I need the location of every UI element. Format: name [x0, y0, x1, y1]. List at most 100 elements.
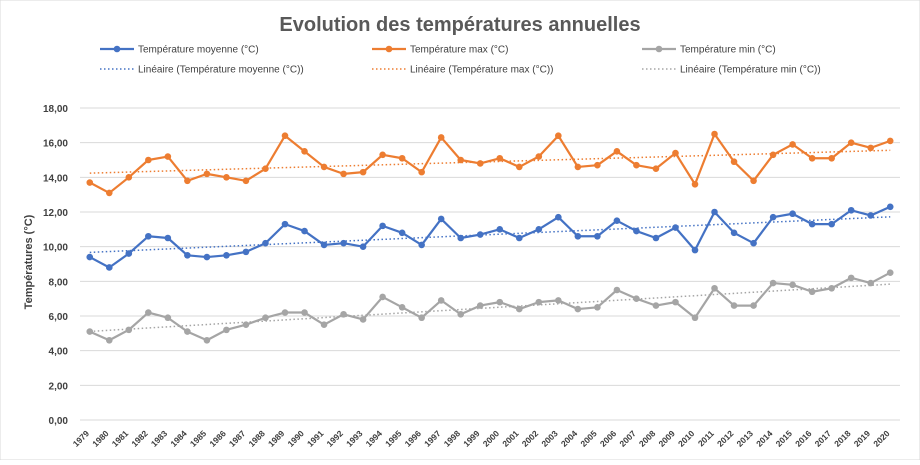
data-point [808, 288, 816, 296]
data-point [711, 130, 718, 138]
legend-marker [113, 45, 121, 53]
data-point [105, 336, 113, 344]
y-tick-label: 12,00 [43, 208, 68, 219]
data-point [789, 281, 796, 289]
data-point [359, 168, 367, 176]
data-point [769, 213, 777, 221]
y-axis-title: Températures (°C) [23, 214, 35, 309]
data-point [379, 293, 386, 301]
y-tick-label: 8,00 [49, 277, 69, 288]
data-point [711, 284, 718, 292]
data-point [808, 154, 816, 162]
data-point [886, 137, 894, 145]
data-point [613, 217, 621, 224]
data-point [691, 314, 699, 322]
data-point [750, 302, 757, 309]
data-point [203, 170, 211, 178]
data-point [437, 215, 445, 223]
data-point [769, 151, 777, 159]
data-point [613, 148, 621, 155]
series-lines [86, 130, 894, 344]
y-tick-label: 4,00 [49, 347, 69, 358]
data-point [613, 286, 621, 294]
data-point [242, 248, 250, 256]
data-point [145, 309, 152, 316]
data-point [398, 229, 406, 237]
data-point [828, 284, 835, 292]
data-point [808, 220, 816, 228]
data-point [457, 156, 465, 164]
legend-trend-label: Linéaire (Température moyenne (°C)) [138, 65, 304, 76]
chart-title: Evolution des températures annuelles [279, 14, 640, 36]
data-point [86, 328, 94, 335]
data-point [105, 264, 113, 271]
data-point [203, 253, 211, 261]
y-tick-label: 2,00 [49, 381, 69, 392]
data-point [769, 279, 777, 287]
data-point [633, 295, 640, 302]
data-point [301, 148, 308, 155]
data-point [164, 314, 172, 322]
data-point [223, 174, 230, 181]
data-point [281, 309, 289, 316]
data-point [515, 163, 523, 171]
grid [80, 107, 900, 421]
data-point [340, 239, 347, 247]
data-point [886, 203, 894, 211]
data-point [594, 304, 601, 311]
data-point [340, 170, 347, 178]
data-point [594, 232, 601, 240]
data-point [672, 298, 679, 306]
data-point [867, 144, 875, 152]
data-point [633, 161, 640, 169]
data-point [574, 305, 582, 313]
data-point [359, 316, 367, 323]
data-point [730, 229, 738, 237]
data-point [301, 309, 308, 316]
legend-trend-label: Linéaire (Température max (°C)) [410, 65, 554, 76]
data-point [320, 321, 328, 328]
data-point [886, 269, 894, 276]
legend-marker [655, 45, 663, 53]
data-point [164, 153, 172, 160]
data-point [789, 141, 796, 148]
data-point [457, 310, 465, 318]
data-point [476, 302, 484, 309]
series-line [89, 132, 891, 195]
data-point [145, 156, 152, 164]
data-point [281, 220, 289, 228]
data-point [672, 149, 679, 157]
data-point [398, 304, 406, 311]
data-point [379, 151, 386, 159]
data-point [574, 232, 582, 240]
data-point [223, 252, 230, 259]
data-point [184, 252, 191, 259]
data-point [242, 177, 250, 185]
data-point [730, 158, 738, 166]
data-point [262, 165, 269, 172]
data-point [691, 180, 699, 188]
data-point [535, 226, 543, 233]
data-point [379, 222, 386, 230]
data-point [515, 305, 523, 313]
data-point [125, 326, 133, 334]
data-point [574, 163, 582, 171]
data-point [847, 274, 855, 282]
data-point [340, 310, 347, 318]
data-point [320, 241, 328, 249]
series-line [89, 271, 891, 342]
data-point [496, 298, 504, 306]
data-point [476, 160, 484, 167]
data-point [555, 213, 562, 221]
data-point [86, 253, 94, 261]
data-point [750, 239, 757, 247]
data-point [86, 179, 94, 186]
data-point [418, 241, 425, 249]
data-point [437, 134, 445, 141]
data-point [535, 298, 543, 306]
y-tick-label: 6,00 [49, 312, 69, 323]
data-point [203, 336, 211, 344]
data-point [418, 168, 425, 176]
data-point [594, 161, 601, 169]
